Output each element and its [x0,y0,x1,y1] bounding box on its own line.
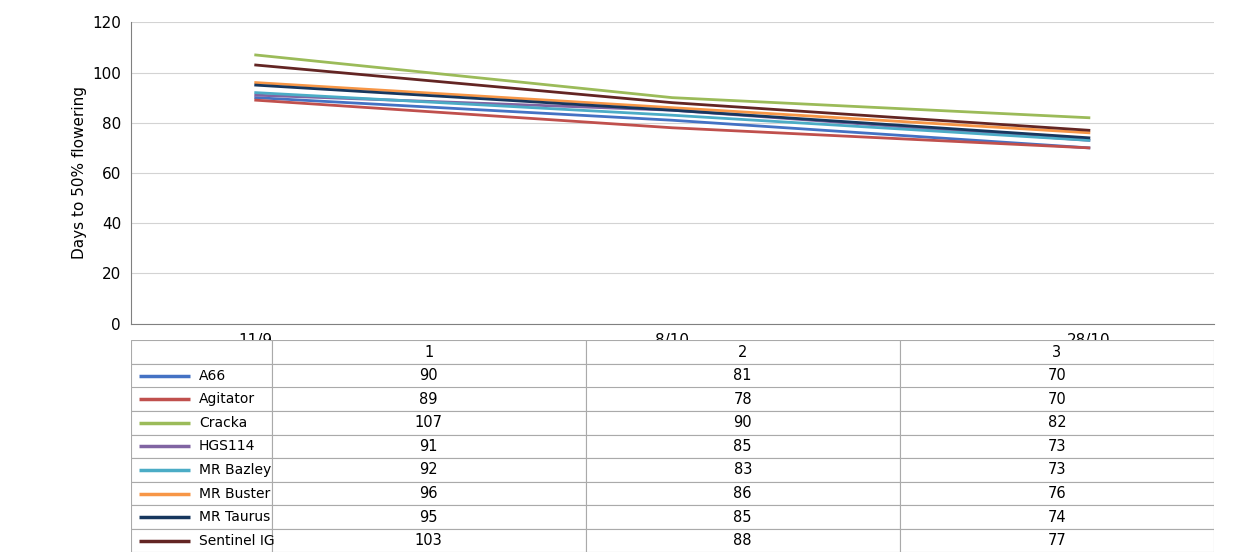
Text: 86: 86 [733,486,752,501]
Bar [900,506,1214,529]
Bar [900,387,1214,411]
Bar [131,529,271,552]
Bar [271,364,585,387]
Text: 92: 92 [420,463,438,478]
Bar [131,458,271,482]
Text: 95: 95 [420,509,438,525]
Text: 88: 88 [733,533,752,548]
Bar [900,458,1214,482]
Bar [131,340,271,364]
Bar [271,411,585,435]
Text: 90: 90 [733,415,752,430]
Bar [585,435,900,458]
Bar [900,482,1214,506]
Text: 96: 96 [420,486,438,501]
Bar [585,387,900,411]
Text: 76: 76 [1047,486,1066,501]
Text: Sentinel IG: Sentinel IG [199,533,275,547]
Text: 77: 77 [1047,533,1066,548]
Text: MR Buster: MR Buster [199,487,270,501]
Bar [585,364,900,387]
Bar [131,506,271,529]
Bar [271,458,585,482]
Bar [271,387,585,411]
Bar [271,482,585,506]
Bar [131,387,271,411]
Bar [900,340,1214,364]
Bar [585,458,900,482]
Bar [585,506,900,529]
Text: 91: 91 [420,439,438,454]
Bar [900,364,1214,387]
Bar [900,411,1214,435]
Bar [585,529,900,552]
Text: 3: 3 [1052,345,1062,360]
Bar [271,529,585,552]
Bar [900,435,1214,458]
Bar [900,529,1214,552]
Text: 85: 85 [733,439,752,454]
Bar [585,482,900,506]
Text: HGS114: HGS114 [199,439,255,454]
Text: MR Bazley: MR Bazley [199,463,271,477]
Text: 103: 103 [415,533,442,548]
Text: 1: 1 [425,345,433,360]
Text: 70: 70 [1047,368,1066,383]
Text: 74: 74 [1047,509,1066,525]
Text: 82: 82 [1047,415,1066,430]
Text: 85: 85 [733,509,752,525]
Text: Agitator: Agitator [199,392,255,406]
Text: MR Taurus: MR Taurus [199,510,270,524]
Bar [271,506,585,529]
Bar [585,340,900,364]
Text: 2: 2 [738,345,747,360]
Bar [131,482,271,506]
Bar [131,364,271,387]
Text: Cracka: Cracka [199,416,248,430]
Text: A66: A66 [199,369,227,383]
Text: 90: 90 [420,368,438,383]
Text: 73: 73 [1047,439,1066,454]
Y-axis label: Days to 50% flowering: Days to 50% flowering [71,86,87,259]
Bar [271,340,585,364]
Text: 70: 70 [1047,392,1066,407]
Text: 73: 73 [1047,463,1066,478]
Bar [131,411,271,435]
Bar [271,435,585,458]
Text: 81: 81 [733,368,752,383]
Text: 78: 78 [733,392,752,407]
Text: 83: 83 [733,463,752,478]
Bar [131,435,271,458]
Text: 89: 89 [420,392,438,407]
Bar [585,411,900,435]
Text: 107: 107 [415,415,442,430]
